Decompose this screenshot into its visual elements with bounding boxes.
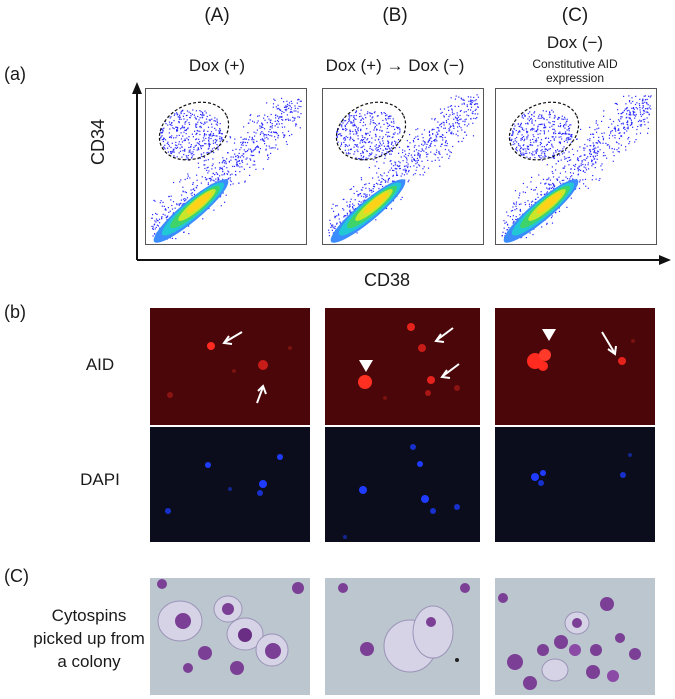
panel-b-label: (b) xyxy=(4,302,26,322)
dapi-image-b xyxy=(325,427,480,542)
column-c-subtitle: Constitutive AID expression xyxy=(532,57,618,85)
cytospin-row-label: Cytospins picked up from a colony xyxy=(33,606,145,671)
column-c-condition: Dox (−) xyxy=(546,33,604,52)
facs-plot-c xyxy=(495,88,657,245)
aid-image-b xyxy=(325,308,480,425)
cytospin-image-c xyxy=(495,578,655,695)
cytospin-image-b xyxy=(325,578,480,695)
column-c-letter: (C) xyxy=(561,5,589,26)
facs-plot-b xyxy=(322,88,484,245)
column-b-condition: Dox (+) → Dox (−) xyxy=(325,56,465,75)
facs-plot-a xyxy=(145,88,307,245)
cytospin-image-a xyxy=(150,578,310,695)
arrow-icon xyxy=(434,327,460,379)
axes-arrows xyxy=(132,82,671,265)
column-a-condition: Dox (+) xyxy=(188,56,246,75)
dapi-image-c xyxy=(495,427,655,542)
x-axis-label: CD38 xyxy=(364,270,411,290)
y-axis-label: CD34 xyxy=(88,118,108,165)
cd34-gate xyxy=(508,101,580,161)
cd34-gate xyxy=(158,101,230,161)
panel-a-label: (a) xyxy=(4,64,26,84)
aid-image-c xyxy=(495,308,655,425)
panel-c-label: (C) xyxy=(4,566,29,586)
aid-row-label: AID xyxy=(85,355,115,374)
arrow-icon xyxy=(222,331,267,404)
dapi-image-a xyxy=(150,427,310,542)
column-b-letter: (B) xyxy=(382,5,408,26)
arrow-icon xyxy=(601,331,617,356)
cd34-gate xyxy=(335,101,407,161)
arrowhead-icon xyxy=(359,360,373,372)
column-a-letter: (A) xyxy=(204,5,230,26)
dapi-row-label: DAPI xyxy=(80,470,120,489)
aid-image-a xyxy=(150,308,310,425)
arrowhead-icon xyxy=(542,329,556,341)
